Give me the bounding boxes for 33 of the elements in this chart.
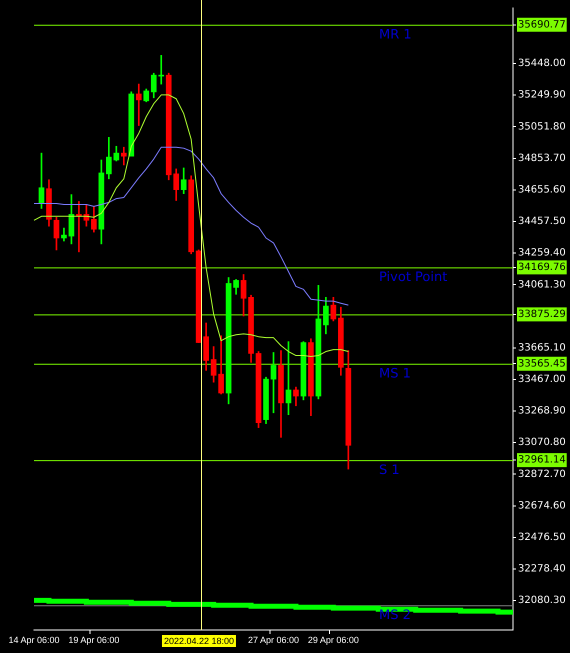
- ref-line-label: MS 2: [379, 608, 411, 624]
- y-tick-label: 35448.00: [518, 58, 566, 70]
- y-tick-label: 35690.77: [518, 19, 566, 30]
- y-tick-label: 32080.30: [518, 595, 566, 606]
- y-tick-label: 34655.60: [518, 184, 566, 196]
- y-tick-label: 33467.00: [518, 374, 566, 386]
- y-tick-label: 33070.80: [518, 437, 566, 448]
- ref-line-label: MR 1: [379, 28, 412, 43]
- y-tick-label: 34259.40: [518, 248, 566, 259]
- y-tick-label: 32961.14: [518, 454, 566, 466]
- ref-line-label: S 1: [379, 463, 400, 478]
- y-tick-label: 33565.45: [518, 358, 566, 370]
- ref-line-label: MS 1: [379, 366, 411, 382]
- y-tick-label: 34169.76: [518, 262, 566, 273]
- y-tick-label: 34853.70: [518, 152, 566, 164]
- y-tick-label: 33665.10: [518, 342, 566, 354]
- y-tick-label: 33268.90: [518, 406, 566, 417]
- y-tick-label: 34061.30: [518, 279, 566, 290]
- y-tick-label: 32278.40: [518, 564, 566, 575]
- candlestick: [286, 341, 292, 416]
- y-tick-label: 34457.50: [518, 216, 566, 228]
- x-tick-label: 27 Apr 06:00: [248, 634, 300, 645]
- ref-line-label: Pivot Point: [379, 270, 448, 286]
- x-tick-label: 19 Apr 06:00: [68, 634, 120, 645]
- x-tick-label: 29 Apr 06:00: [308, 634, 359, 645]
- y-tick-label: 33875.29: [518, 308, 566, 320]
- y-tick-label: 32476.50: [518, 532, 566, 544]
- y-tick-label: 32872.70: [518, 468, 566, 480]
- y-tick-label: 35249.90: [518, 90, 566, 101]
- y-tick-label: 32674.60: [518, 500, 566, 512]
- y-tick-label: 35051.80: [518, 121, 566, 132]
- text: 2022.04.22 18:00: [162, 635, 236, 647]
- x-tick-label: 14 Apr 06:00: [8, 634, 60, 645]
